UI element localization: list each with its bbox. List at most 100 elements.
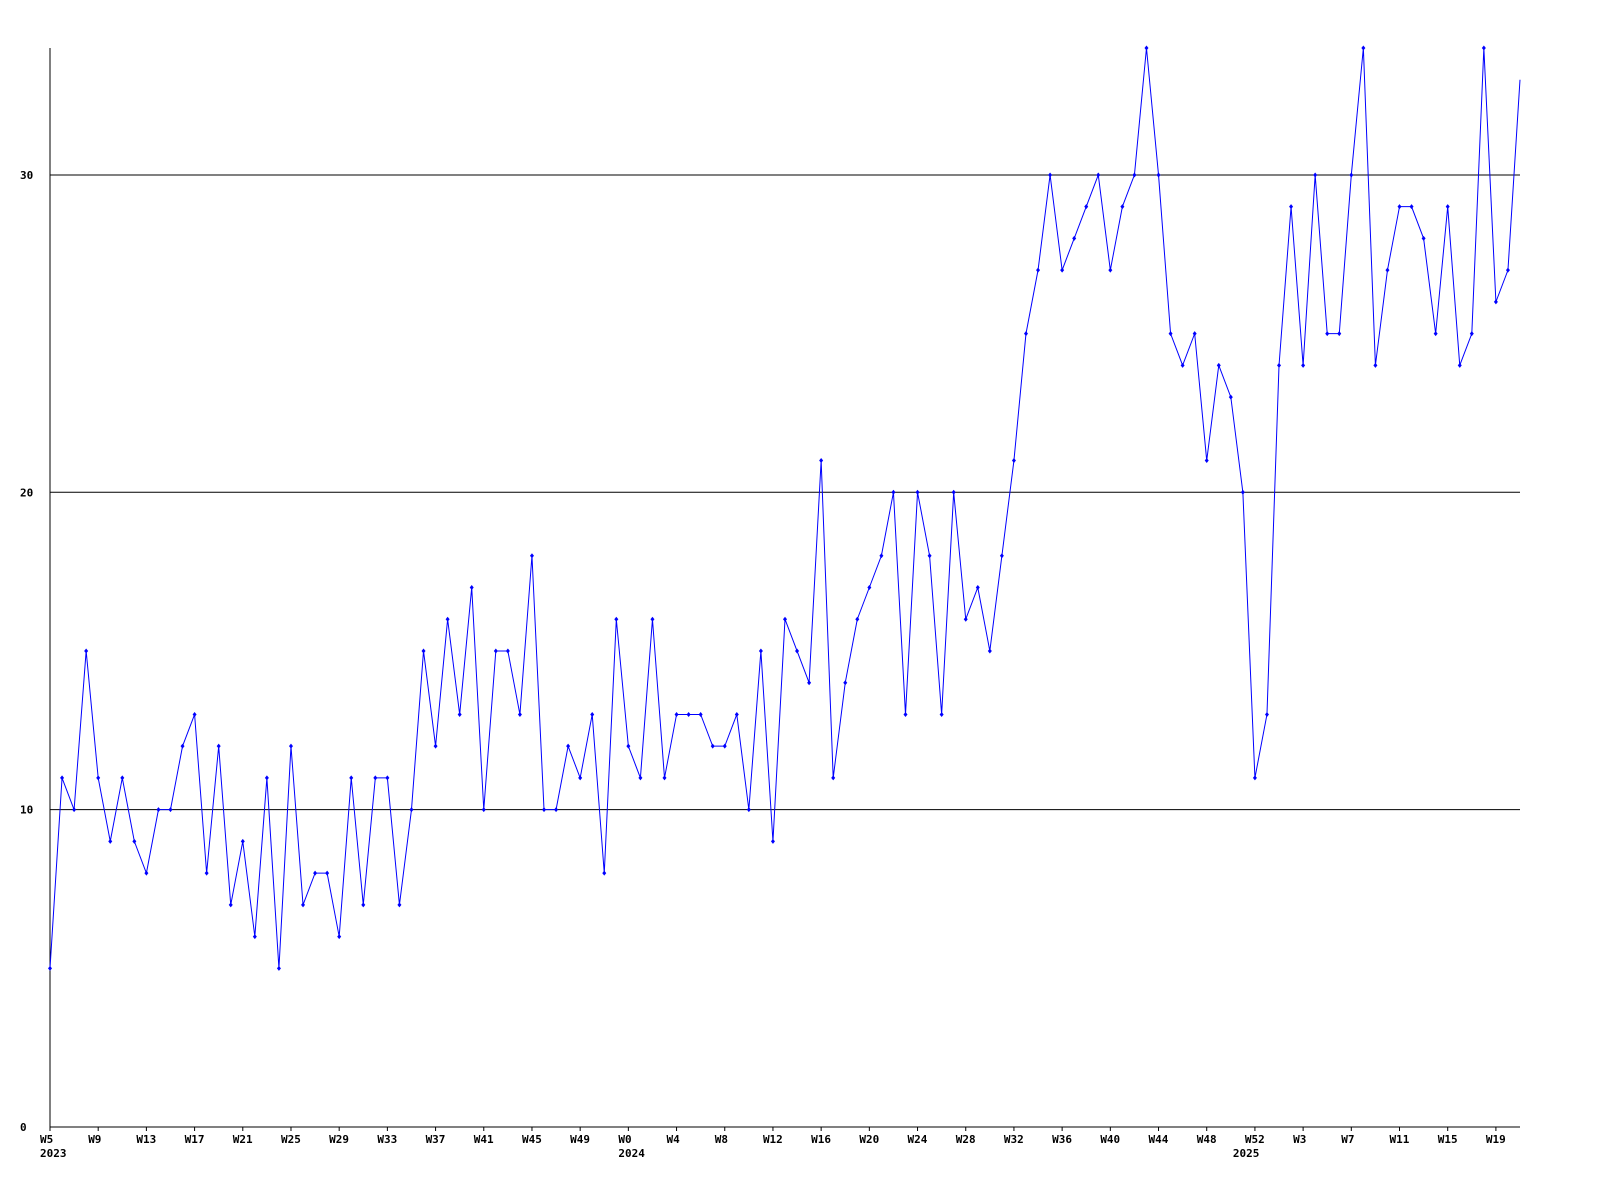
data-point [529,553,534,559]
data-point [481,807,486,813]
x-tick-label: W12 [763,1133,783,1146]
data-point [1457,362,1462,368]
data-point [1361,45,1366,51]
data-point [843,680,848,686]
data-point [1493,299,1498,305]
data-point [517,711,522,717]
data-point [276,965,281,971]
x-tick-label: W4 [667,1133,681,1146]
data-point [288,743,293,749]
y-tick-label: 10 [20,804,33,817]
x-tick-label: W17 [185,1133,205,1146]
data-point [337,934,342,940]
data-point [1216,362,1221,368]
data-point [264,775,269,781]
data-point [240,838,245,844]
x-tick-label: W21 [233,1133,253,1146]
data-point [566,743,571,749]
data-point [493,648,498,654]
data-point [855,616,860,622]
data-point [1469,331,1474,337]
data-point [1349,172,1354,178]
data-point [445,616,450,622]
data-point [228,902,233,908]
x-tick-label: W0 [618,1133,631,1146]
data-point [590,711,595,717]
data-point [1060,267,1065,273]
data-point [1277,362,1282,368]
x-tick-label: W3 [1293,1133,1306,1146]
data-point [84,648,89,654]
data-point [1120,204,1125,210]
data-point [216,743,221,749]
x-tick-label: W48 [1197,1133,1217,1146]
data-point [783,616,787,622]
data-point [891,489,896,495]
data-point [614,616,619,622]
data-point [1072,235,1077,241]
data-point [734,711,739,717]
data-point [554,807,559,813]
data-point [421,648,426,654]
y-tick-label: 30 [20,169,33,182]
x-tick-label: W13 [136,1133,156,1146]
data-point [1385,267,1390,273]
x-tick-label: W28 [956,1133,976,1146]
data-point [204,870,209,876]
data-point [758,648,763,654]
data-point [373,775,378,781]
data-point [252,934,257,940]
data-point [48,965,52,971]
data-point [975,585,980,590]
data-point [674,711,679,717]
data-point [722,743,727,749]
data-point [746,807,751,813]
data-point [879,553,884,559]
data-point [72,807,77,813]
data-point [144,870,149,876]
x-tick-label: W33 [377,1133,397,1146]
data-point [1132,172,1137,178]
data-point [770,838,775,844]
data-point [192,711,197,717]
data-point [325,870,330,876]
data-point [795,648,800,654]
data-point [1325,331,1330,337]
data-point [168,807,173,813]
data-point [1023,331,1028,337]
data-point [698,711,703,717]
data-point [927,553,932,559]
x-tick-label: W40 [1100,1133,1120,1146]
data-point [120,775,125,781]
data-point [1156,172,1161,178]
x-tick-label: W15 [1438,1133,1458,1146]
data-point [686,711,691,717]
x-tick-label: W8 [715,1133,728,1146]
data-point [578,775,583,781]
data-point [1048,172,1053,178]
data-point [542,807,547,813]
data-point [1192,331,1197,337]
x-tick-label: W44 [1149,1133,1169,1146]
x-tick-label: W9 [88,1133,101,1146]
x-tick-label: W24 [908,1133,928,1146]
data-point [1264,711,1269,717]
data-point [156,807,161,813]
data-point [1313,172,1318,178]
data-point [831,775,836,781]
data-point [301,902,306,908]
x-tick-label: W37 [426,1133,446,1146]
data-point [819,458,824,464]
data-point [1108,267,1113,273]
data-point [1204,458,1209,464]
data-point [963,616,968,622]
data-point [867,585,872,590]
data-point [1445,204,1450,210]
data-point [1096,172,1101,178]
data-point [180,743,185,749]
data-point [1252,775,1257,781]
data-point [108,838,113,844]
year-label: 2024 [618,1147,645,1160]
data-point [915,489,920,495]
data-point [1301,362,1306,368]
